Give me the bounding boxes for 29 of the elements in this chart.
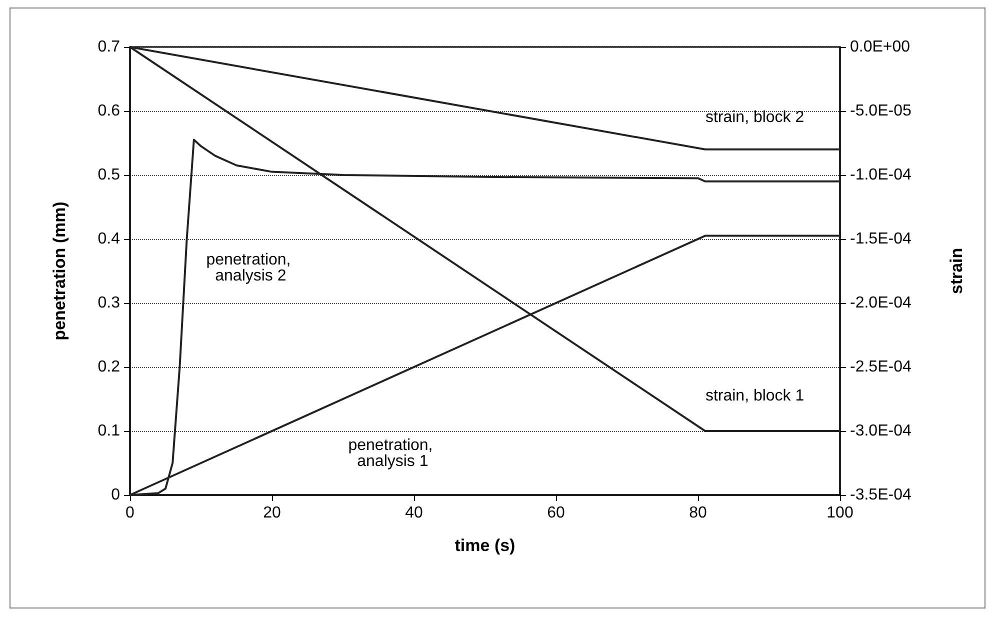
- y-tick-label: 0.3: [98, 294, 120, 312]
- y2-tick-label: 0.0E+00: [850, 38, 910, 56]
- y-axis-title: penetration (mm): [50, 202, 69, 340]
- y-tick-label: 0.5: [98, 166, 120, 184]
- y-tick-label: 0.1: [98, 422, 120, 440]
- y2-tick-label: -2.0E-04: [850, 294, 912, 312]
- y-tick-label: 0.2: [98, 358, 120, 376]
- y2-tick-label: -2.5E-04: [850, 358, 912, 376]
- x-tick-label: 20: [263, 504, 281, 522]
- series-label: strain, block 2: [705, 108, 804, 126]
- y2-tick-label: -1.5E-04: [850, 230, 912, 248]
- x-tick-label: 100: [826, 504, 854, 522]
- y-tick-label: 0.4: [98, 230, 120, 248]
- y2-tick-label: -3.0E-04: [850, 422, 912, 440]
- x-tick-label: 80: [689, 504, 707, 522]
- y-tick-label: 0: [111, 486, 120, 504]
- series-label: penetration, analysis 2: [206, 251, 296, 284]
- series-label: strain, block 1: [705, 387, 804, 404]
- x-tick-label: 0: [126, 504, 135, 522]
- text: penetration, analysis 1: [348, 436, 438, 470]
- y2-tick-label: -1.0E-04: [850, 166, 912, 184]
- y-tick-label: 0.6: [98, 102, 120, 120]
- y2-tick-label: -3.5E-04: [850, 486, 912, 504]
- y2-tick-label: -5.0E-05: [850, 102, 912, 120]
- x-tick-label: 40: [405, 504, 423, 522]
- x-tick-label: 60: [547, 504, 565, 522]
- y-tick-label: 0.7: [98, 38, 120, 56]
- y2-axis-title: strain: [947, 248, 966, 294]
- x-axis-title: time (s): [454, 536, 516, 555]
